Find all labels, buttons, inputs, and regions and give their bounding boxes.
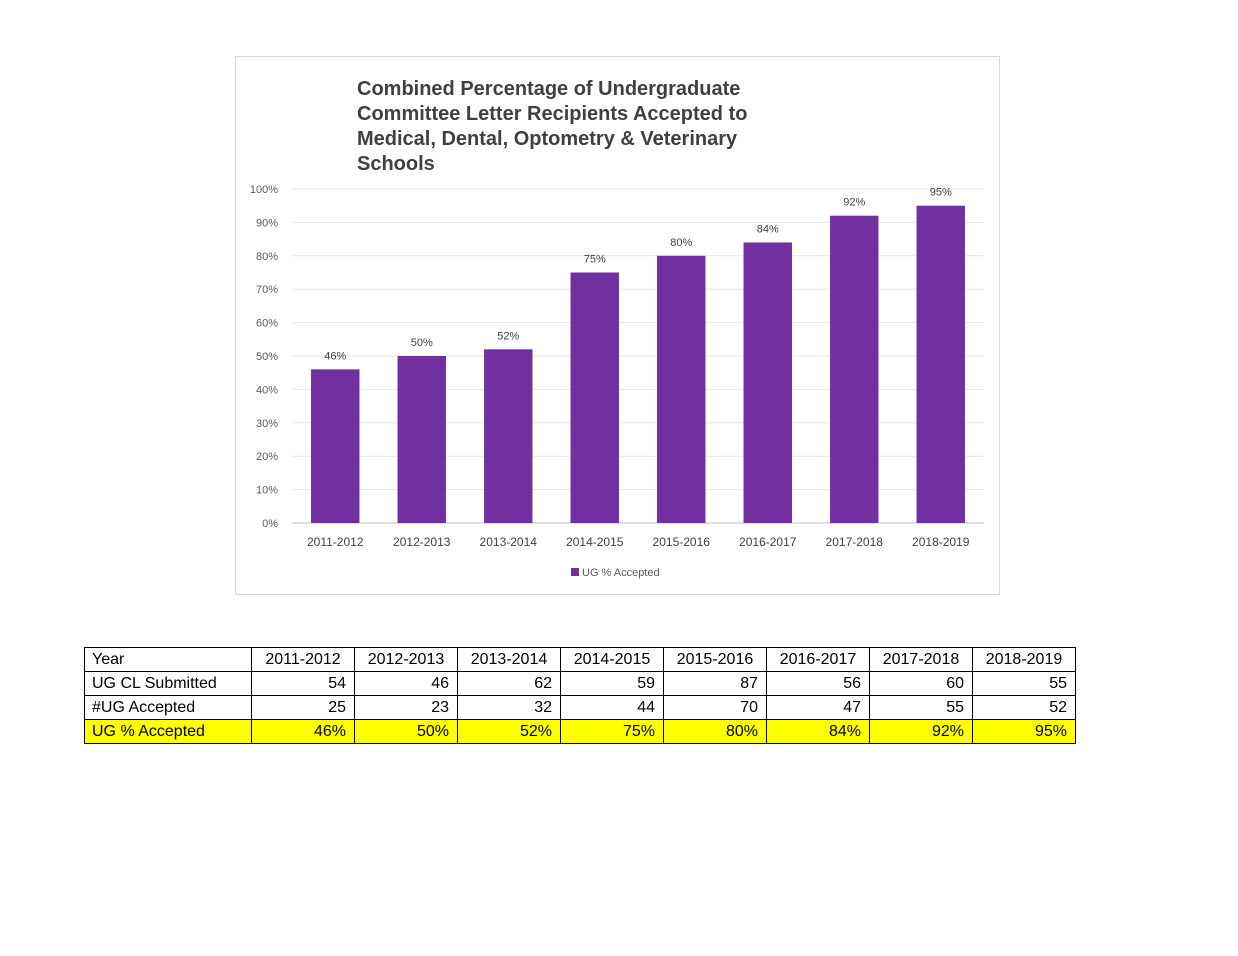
table-cell: 47 (766, 695, 870, 720)
table-header-cell: 2018-2019 (972, 647, 1076, 672)
y-tick-label: 30% (256, 418, 278, 430)
table-cell: 70 (663, 695, 767, 720)
table-header-row: Year 2011-2012 2012-2013 2013-2014 2014-… (84, 647, 1076, 672)
x-tick-label: 2015-2016 (653, 535, 711, 549)
x-tick-label: 2018-2019 (912, 535, 970, 549)
table-cell: 56 (766, 671, 870, 696)
table-row-label: UG % Accepted (84, 719, 252, 744)
data-table: Year 2011-2012 2012-2013 2013-2014 2014-… (84, 647, 1076, 744)
chart-container: Combined Percentage of Undergraduate Com… (235, 56, 1000, 595)
table-header-cell: 2016-2017 (766, 647, 870, 672)
y-tick-label: 100% (250, 184, 278, 196)
table-cell: 44 (560, 695, 664, 720)
table-row-accepted: #UG Accepted 25 23 32 44 70 47 55 52 (84, 695, 1076, 720)
bar (397, 356, 446, 523)
chart-title-line-1: Combined Percentage of Undergraduate (357, 78, 741, 100)
table-row-label: #UG Accepted (84, 695, 252, 720)
bar (657, 255, 706, 524)
x-tick-label: 2014-2015 (566, 535, 624, 549)
table-row-submitted: UG CL Submitted 54 46 62 59 87 56 60 55 (84, 671, 1076, 696)
table-row-label: UG CL Submitted (84, 671, 252, 696)
table-cell: 55 (972, 671, 1076, 696)
y-tick-label: 90% (256, 217, 278, 229)
table-header-cell: 2013-2014 (457, 647, 561, 672)
y-tick-label: 50% (256, 351, 278, 363)
data-label: 84% (757, 223, 779, 235)
y-tick-label: 70% (256, 284, 278, 296)
data-label: 80% (670, 237, 692, 249)
data-label: 92% (843, 197, 865, 209)
x-tick-label: 2012-2013 (393, 535, 451, 549)
table-header-cell: 2017-2018 (869, 647, 973, 672)
table-cell: 46 (354, 671, 458, 696)
chart-title-line-4: Schools (357, 153, 435, 175)
bar (916, 205, 965, 523)
table-cell: 50% (354, 719, 458, 744)
bar (311, 369, 360, 523)
bar (743, 242, 792, 523)
x-tick-label: 2016-2017 (739, 535, 797, 549)
chart-title-line-2: Committee Letter Recipients Accepted to (357, 103, 748, 125)
table-cell: 62 (457, 671, 561, 696)
table-cell: 52 (972, 695, 1076, 720)
table-cell: 55 (869, 695, 973, 720)
table-header-cell: 2012-2013 (354, 647, 458, 672)
legend-swatch (571, 568, 579, 576)
y-tick-label: 80% (256, 251, 278, 263)
table-header-cell: 2015-2016 (663, 647, 767, 672)
bar (570, 272, 619, 523)
table-cell: 32 (457, 695, 561, 720)
table-cell: 54 (251, 671, 355, 696)
y-tick-label: 20% (256, 451, 278, 463)
y-tick-label: 0% (262, 518, 278, 530)
bar (830, 215, 879, 523)
table-header-label: Year (84, 647, 252, 672)
data-label: 75% (584, 254, 606, 266)
table-cell: 25 (251, 695, 355, 720)
y-tick-label: 60% (256, 318, 278, 330)
x-tick-label: 2017-2018 (826, 535, 884, 549)
table-cell: 92% (869, 719, 973, 744)
y-tick-label: 10% (256, 485, 278, 497)
table-cell: 52% (457, 719, 561, 744)
table-cell: 46% (251, 719, 355, 744)
x-tick-label: 2013-2014 (480, 535, 538, 549)
table-row-percent-accepted: UG % Accepted 46% 50% 52% 75% 80% 84% 92… (84, 719, 1076, 744)
y-tick-label: 40% (256, 384, 278, 396)
table-cell: 84% (766, 719, 870, 744)
table-cell: 80% (663, 719, 767, 744)
table-cell: 23 (354, 695, 458, 720)
data-label: 50% (411, 337, 433, 349)
table-header-cell: 2011-2012 (251, 647, 355, 672)
legend-label: UG % Accepted (582, 567, 660, 579)
data-label: 46% (324, 350, 346, 362)
table-cell: 60 (869, 671, 973, 696)
x-tick-label: 2011-2012 (307, 535, 364, 549)
table-cell: 75% (560, 719, 664, 744)
chart-title-line-3: Medical, Dental, Optometry & Veterinary (357, 128, 738, 150)
table-cell: 59 (560, 671, 664, 696)
bar (484, 349, 533, 523)
data-label: 52% (497, 330, 519, 342)
table-cell: 87 (663, 671, 767, 696)
data-label: 95% (930, 187, 952, 199)
bar-chart: 0% 10% 20% 30% 40% 50% 60% 70% 80% 90% 100% 46% 2011… (250, 184, 984, 579)
table-header-cell: 2014-2015 (560, 647, 664, 672)
table-cell: 95% (972, 719, 1076, 744)
